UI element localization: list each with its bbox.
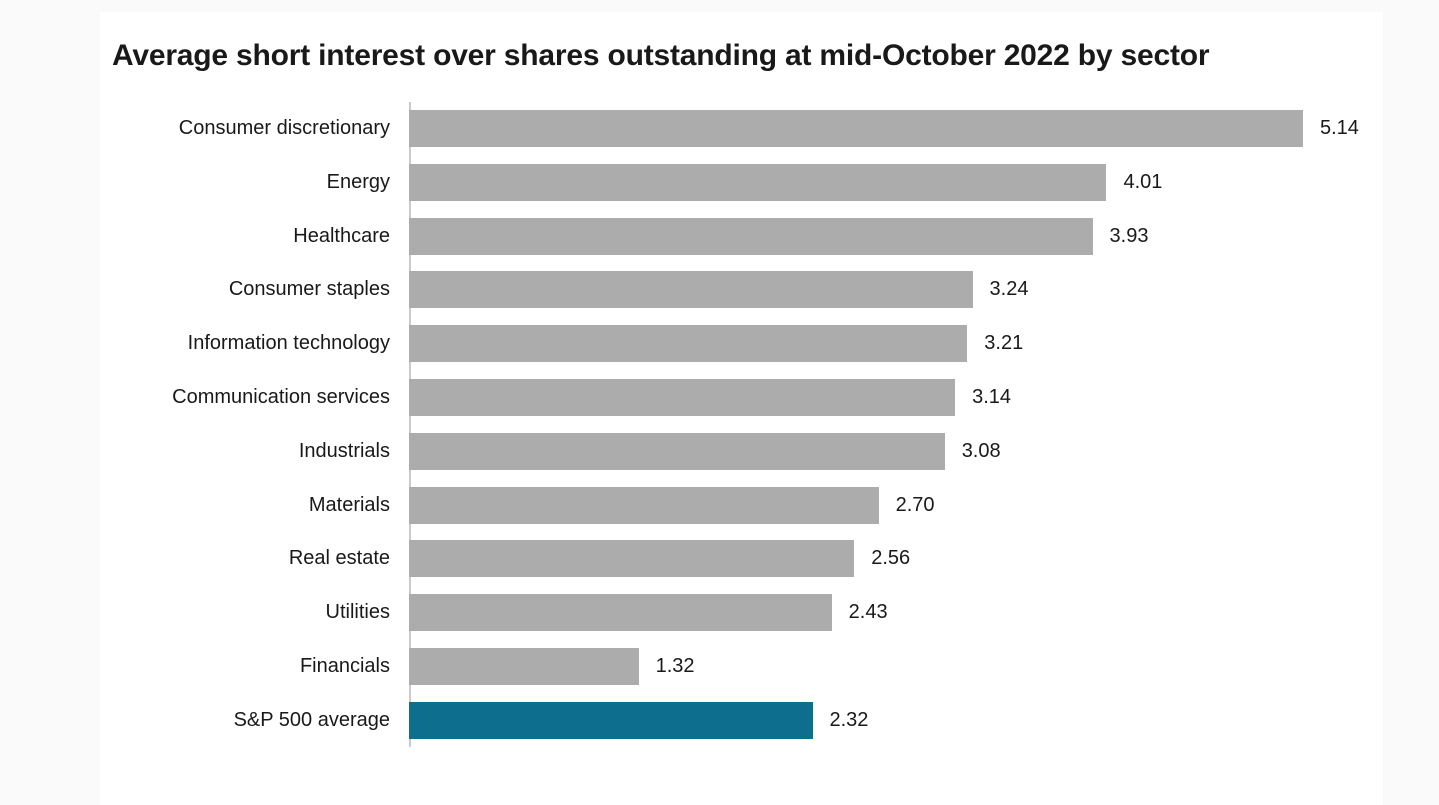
bar [409, 325, 968, 363]
chart-row: Financials 1.32 [112, 640, 1383, 694]
chart-row: Consumer staples 3.24 [112, 263, 1383, 317]
value-label: 2.70 [895, 493, 935, 516]
category-label: Consumer discretionary [178, 116, 390, 139]
value-label: 4.01 [1123, 170, 1163, 193]
chart-row: Consumer discretionary 5.14 [112, 102, 1383, 156]
category-label: Financials [299, 654, 390, 677]
chart-row: Materials 2.70 [112, 478, 1383, 532]
bar-track: 3.21 [409, 317, 1383, 371]
category-label: Energy [326, 170, 390, 193]
category-label: Materials [308, 493, 390, 516]
category-label: Healthcare [293, 224, 390, 247]
bar-track: 3.24 [409, 263, 1383, 317]
bar [409, 217, 1093, 255]
value-label: 3.08 [961, 439, 1001, 462]
value-label: 2.56 [871, 547, 911, 570]
value-label: 2.43 [848, 601, 888, 624]
category-label: Communication services [172, 385, 390, 408]
bar-track: 2.43 [409, 586, 1383, 640]
bar-track: 2.70 [409, 478, 1383, 532]
value-label: 3.21 [984, 332, 1024, 355]
chart-card: Average short interest over shares outst… [100, 12, 1383, 805]
bar [409, 540, 855, 578]
bar [409, 271, 973, 309]
bar-track: 3.08 [409, 424, 1383, 478]
category-label: Information technology [187, 332, 390, 355]
bar [409, 594, 832, 632]
chart-row: Healthcare 3.93 [112, 209, 1383, 263]
bar [409, 378, 956, 416]
chart-title: Average short interest over shares outst… [112, 39, 1210, 72]
chart-row: Real estate 2.56 [112, 532, 1383, 586]
value-label: 5.14 [1319, 116, 1359, 139]
value-label: 2.32 [829, 708, 869, 731]
category-label: Industrials [298, 439, 390, 462]
chart-row: Energy 4.01 [112, 155, 1383, 209]
bar [409, 486, 879, 524]
category-label: Consumer staples [228, 278, 390, 301]
bar [409, 432, 945, 470]
bar-track: 1.32 [409, 640, 1383, 694]
value-label: 1.32 [655, 654, 695, 677]
bar-track: 2.56 [409, 532, 1383, 586]
chart-rows: Consumer discretionary 5.14 Energy 4.01 Heal… [112, 102, 1383, 748]
chart-row: Utilities 2.43 [112, 586, 1383, 640]
bar [409, 109, 1303, 147]
category-label: Real estate [288, 547, 390, 570]
chart-row: Communication services 3.14 [112, 371, 1383, 425]
highlight-bar [409, 701, 813, 739]
bar-track: 2.32 [409, 693, 1383, 747]
bar-track: 3.93 [409, 209, 1383, 263]
category-label: Utilities [325, 601, 390, 624]
value-label: 3.14 [972, 385, 1012, 408]
bar-chart: Consumer discretionary 5.14 Energy 4.01 Heal… [112, 101, 1383, 748]
value-label: 3.24 [989, 278, 1029, 301]
category-label: S&P 500 average [233, 708, 390, 731]
bar [409, 647, 639, 685]
bar-track: 4.01 [409, 155, 1383, 209]
chart-row: Information technology 3.21 [112, 317, 1383, 371]
bar-track: 5.14 [409, 102, 1383, 156]
value-label: 3.93 [1109, 224, 1149, 247]
bar [409, 163, 1107, 201]
y-axis-line [409, 101, 411, 748]
chart-row: S&P 500 average 2.32 [112, 693, 1383, 747]
bar-track: 3.14 [409, 371, 1383, 425]
chart-row: Industrials 3.08 [112, 424, 1383, 478]
